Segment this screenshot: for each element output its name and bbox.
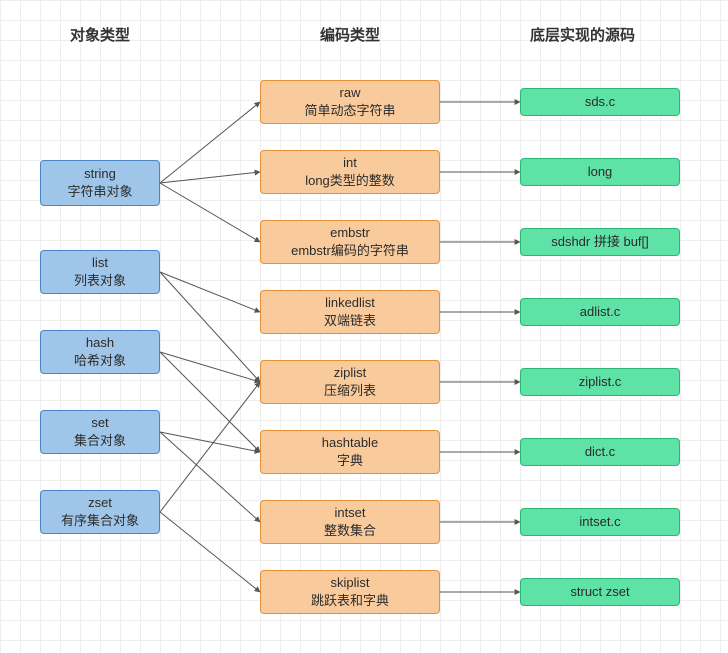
node-subtitle: 集合对象: [74, 432, 126, 450]
edge: [160, 272, 260, 382]
node-linkedlist: linkedlist双端链表: [260, 290, 440, 334]
edge: [160, 352, 260, 382]
node-title: zset: [88, 494, 112, 512]
node-subtitle: 列表对象: [74, 272, 126, 290]
node-subtitle: 整数集合: [324, 522, 376, 540]
node-title: hashtable: [322, 434, 378, 452]
node-intset: intset整数集合: [260, 500, 440, 544]
node-int: intlong类型的整数: [260, 150, 440, 194]
node-title: linkedlist: [325, 294, 375, 312]
node-title: int: [343, 154, 357, 172]
edge: [160, 432, 260, 522]
node-title: embstr: [330, 224, 370, 242]
node-subtitle: 有序集合对象: [61, 512, 139, 530]
diagram-canvas: 对象类型 编码类型 底层实现的源码 string字符串对象 list列表对象 has…: [0, 0, 728, 653]
edge: [160, 172, 260, 183]
node-embstr: embstrembstr编码的字符串: [260, 220, 440, 264]
node-raw: raw简单动态字符串: [260, 80, 440, 124]
edge: [160, 183, 260, 242]
node-adlist: adlist.c: [520, 298, 680, 326]
node-string: string字符串对象: [40, 160, 160, 206]
node-title: ziplist.c: [579, 373, 622, 391]
node-set: set集合对象: [40, 410, 160, 454]
edge: [160, 512, 260, 592]
node-sdshdr: sdshdr 拼接 buf[]: [520, 228, 680, 256]
node-subtitle: 简单动态字符串: [304, 102, 395, 120]
node-long: long: [520, 158, 680, 186]
node-subtitle: 哈希对象: [74, 352, 126, 370]
node-title: long: [588, 163, 613, 181]
node-subtitle: long类型的整数: [305, 172, 395, 190]
node-sds: sds.c: [520, 88, 680, 116]
node-hash: hash哈希对象: [40, 330, 160, 374]
node-title: struct zset: [570, 583, 629, 601]
header-sources: 底层实现的源码: [530, 24, 635, 45]
edge: [160, 352, 260, 452]
node-title: set: [91, 414, 108, 432]
node-title: dict.c: [585, 443, 615, 461]
header-objects: 对象类型: [70, 24, 130, 45]
node-title: list: [92, 254, 108, 272]
node-hashtable: hashtable字典: [260, 430, 440, 474]
node-ziplistc: ziplist.c: [520, 368, 680, 396]
node-ziplist: ziplist压缩列表: [260, 360, 440, 404]
node-title: hash: [86, 334, 114, 352]
node-title: sdshdr 拼接 buf[]: [551, 233, 649, 251]
node-title: ziplist: [334, 364, 367, 382]
edge: [160, 272, 260, 312]
node-intsetc: intset.c: [520, 508, 680, 536]
header-encodings: 编码类型: [320, 24, 380, 45]
node-subtitle: embstr编码的字符串: [291, 242, 409, 260]
edge: [160, 432, 260, 452]
node-title: string: [84, 165, 116, 183]
edge: [160, 382, 260, 512]
node-title: raw: [340, 84, 361, 102]
edge: [160, 102, 260, 183]
node-list: list列表对象: [40, 250, 160, 294]
node-subtitle: 双端链表: [324, 312, 376, 330]
node-title: adlist.c: [580, 303, 620, 321]
node-title: sds.c: [585, 93, 615, 111]
node-subtitle: 字典: [337, 452, 363, 470]
node-title: intset.c: [579, 513, 620, 531]
node-structzset: struct zset: [520, 578, 680, 606]
node-title: skiplist: [330, 574, 369, 592]
node-subtitle: 跳跃表和字典: [311, 592, 389, 610]
node-subtitle: 压缩列表: [324, 382, 376, 400]
node-dict: dict.c: [520, 438, 680, 466]
node-subtitle: 字符串对象: [67, 183, 132, 201]
node-title: intset: [334, 504, 365, 522]
node-zset: zset有序集合对象: [40, 490, 160, 534]
node-skiplist: skiplist跳跃表和字典: [260, 570, 440, 614]
